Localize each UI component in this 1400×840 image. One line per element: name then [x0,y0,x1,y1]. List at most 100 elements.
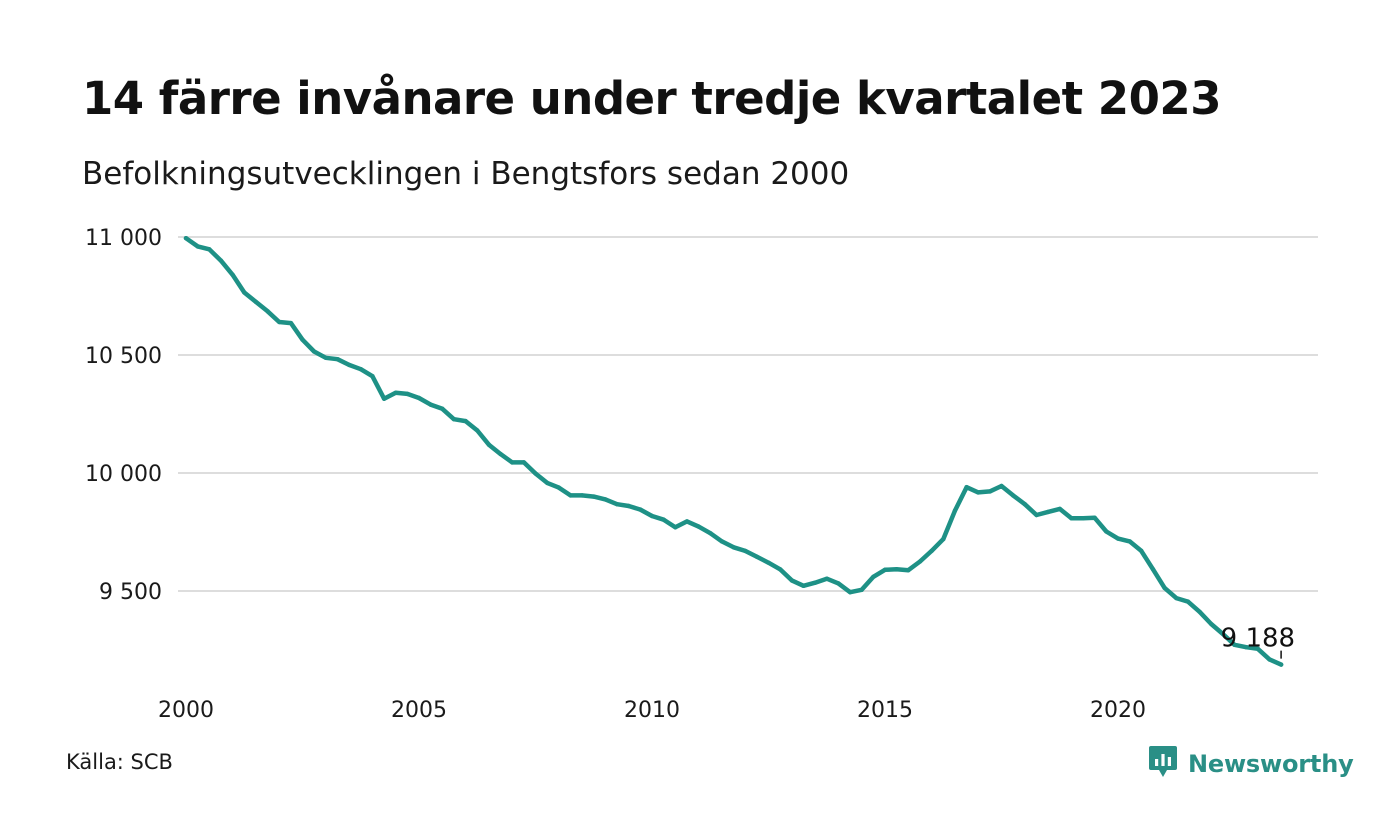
data-point [510,460,515,465]
data-point [649,513,655,519]
data-point [731,545,736,550]
data-point [346,362,352,368]
data-point [603,497,608,502]
brand-logo[interactable]: Newsworthy [1148,744,1354,784]
data-point [300,337,305,342]
data-point [498,451,503,457]
data-point [952,508,958,513]
data-point [614,502,620,507]
data-point [1139,548,1144,554]
data-point [1232,642,1237,647]
data-point [824,576,829,581]
data-point [789,578,794,583]
data-point [661,517,666,522]
data-point [311,349,317,354]
data-point [416,395,422,401]
y-tick-label: 10 000 [85,462,162,487]
data-point [1278,662,1284,667]
brand-name: Newsworthy [1188,750,1354,778]
data-point [1080,516,1086,521]
data-point [486,442,492,447]
source-note: Källa: SCB [66,750,173,774]
data-point [370,374,375,379]
y-tick-label: 9 500 [99,580,162,605]
data-point [533,471,538,476]
data-point [1267,657,1272,662]
data-point [708,531,713,536]
data-point [1174,595,1179,601]
data-point [673,525,678,530]
data-point [626,503,631,509]
chart-subtitle: Befolkningsutvecklingen i Bengtsfors sed… [82,156,850,192]
data-point [579,493,585,498]
newsworthy-logo-icon [1148,744,1178,784]
x-tick-label: 2020 [1090,698,1146,723]
data-point [1220,631,1226,637]
end-value-label: 9 188 [1221,624,1295,654]
data-point [754,554,760,559]
data-point [1115,536,1121,541]
x-tick-label: 2015 [857,698,913,723]
data-point [218,258,224,263]
data-point [929,548,934,554]
data-point [1057,506,1063,512]
data-point [381,396,387,401]
data-point [591,494,596,499]
data-point [917,559,923,564]
page-title: 14 färre invånare under tredje kvartalet… [82,72,1222,125]
data-point [638,507,643,512]
data-point [987,489,993,494]
data-point [323,355,328,360]
data-point [1104,529,1109,534]
data-point [684,519,690,524]
series-layer [183,235,1284,667]
data-point [440,406,445,411]
data-point [1034,512,1039,518]
data-point [242,290,247,295]
data-point [1162,585,1167,591]
data-point [801,583,806,588]
data-point [207,247,212,252]
series-line [183,235,1284,667]
data-point [719,539,725,544]
annotation-layer: 9 188 [1221,624,1295,659]
data-point [568,493,573,498]
data-point [1244,645,1249,650]
data-point [1045,509,1051,515]
data-point [393,390,398,395]
x-tick-label: 2010 [624,698,680,723]
y-tick-label: 10 500 [85,344,162,369]
data-point [871,574,876,579]
data-point [463,418,468,424]
data-point [906,568,911,573]
data-point [812,580,818,585]
data-point [428,402,433,407]
data-point [1150,567,1156,572]
data-point [894,567,899,572]
data-point [1255,646,1261,651]
data-point [766,560,771,565]
data-point [1010,493,1016,498]
y-tick-label: 11 000 [85,226,162,251]
data-point [1185,599,1191,604]
data-point [545,480,550,486]
data-point [1092,515,1097,520]
data-point [277,319,282,325]
data-point [358,367,363,372]
x-tick-label: 2000 [158,698,214,723]
x-tick-label: 2005 [391,698,447,723]
data-point [1197,609,1202,614]
data-point [451,417,457,422]
data-point [265,309,270,314]
data-point [1209,621,1214,627]
data-point [288,320,294,326]
data-point [475,428,480,433]
data-points [183,236,1284,667]
data-point [976,490,981,495]
data-point [777,567,783,572]
data-point [195,244,200,249]
data-point [847,590,853,595]
data-point [230,272,235,277]
x-axis-ticks: 2000 2005 2010 2015 2020 [158,698,1146,723]
